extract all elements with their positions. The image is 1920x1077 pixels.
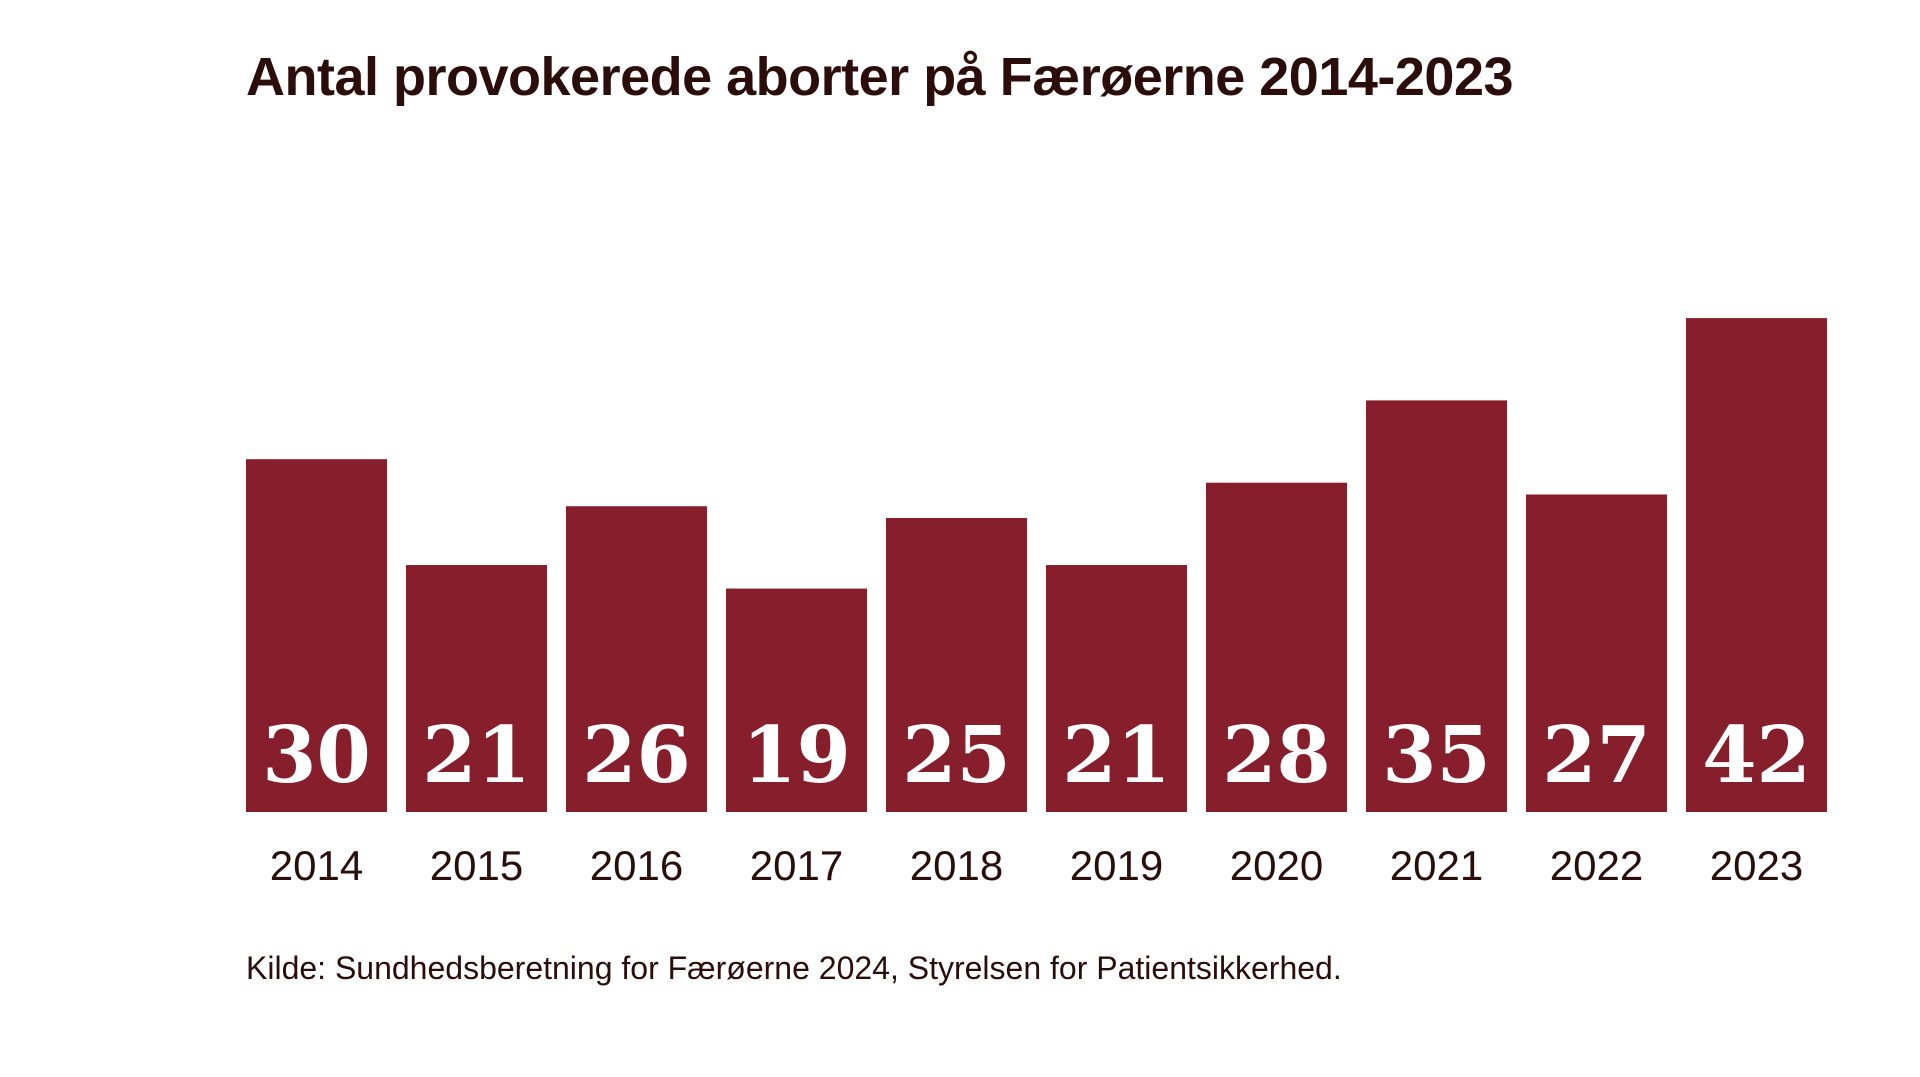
bar-value-label: 21 — [422, 710, 531, 801]
x-tick-label: 2014 — [270, 842, 363, 889]
x-tick-label: 2016 — [590, 842, 683, 889]
x-tick-label: 2023 — [1710, 842, 1803, 889]
x-tick-label: 2017 — [750, 842, 843, 889]
x-tick-label: 2015 — [430, 842, 523, 889]
x-tick-label: 2022 — [1550, 842, 1643, 889]
bar-value-label: 21 — [1062, 710, 1171, 801]
bar-2014 — [246, 459, 387, 812]
x-tick-labels-group: 2014 2015 2016 2017 2018 2019 2020 2021 2022 2023 — [270, 842, 1803, 889]
bar-value-label: 35 — [1382, 710, 1491, 801]
value-labels-group: 30 21 26 19 25 21 28 35 27 42 — [262, 710, 1811, 801]
bar-value-label: 30 — [262, 710, 371, 801]
bar-2016 — [566, 506, 707, 812]
bar-2017 — [726, 588, 867, 812]
x-tick-label: 2019 — [1070, 842, 1163, 889]
bar-value-label: 19 — [742, 710, 851, 801]
x-tick-label: 2021 — [1390, 842, 1483, 889]
bar-2015 — [406, 565, 547, 812]
bar-2021 — [1366, 400, 1507, 812]
bar-value-label: 27 — [1542, 710, 1651, 801]
x-tick-label: 2018 — [910, 842, 1003, 889]
bar-2018 — [886, 518, 1027, 812]
bar-2023 — [1686, 318, 1827, 812]
bar-2019 — [1046, 565, 1187, 812]
x-tick-label: 2020 — [1230, 842, 1323, 889]
bar-value-label: 42 — [1702, 710, 1811, 801]
bar-2022 — [1526, 494, 1667, 812]
bar-value-label: 28 — [1222, 710, 1331, 801]
source-note: Kilde: Sundhedsberetning for Færøerne 20… — [246, 950, 1342, 986]
bar-value-label: 25 — [902, 710, 1011, 801]
bar-value-label: 26 — [582, 710, 691, 801]
bars-group — [246, 318, 1827, 812]
bar-2020 — [1206, 482, 1347, 812]
chart-title: Antal provokerede aborter på Færøerne 20… — [246, 47, 1514, 107]
